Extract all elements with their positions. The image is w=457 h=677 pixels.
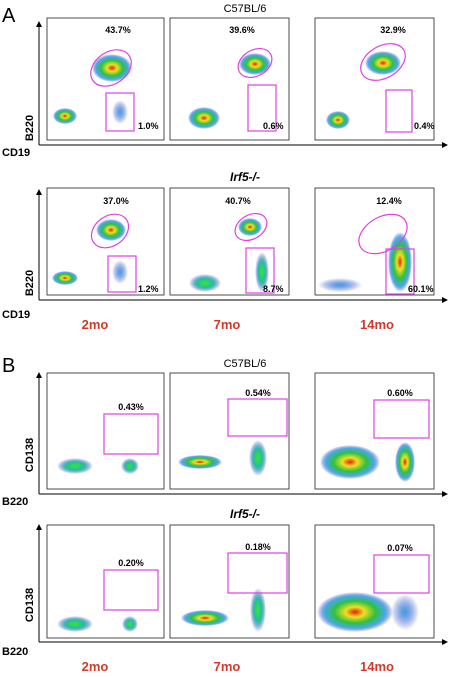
b220-lo-gate <box>385 248 415 295</box>
panel-a-timepoint-7mo: 7mo <box>214 317 241 332</box>
panel-a-timepoint-2mo: 2mo <box>82 317 109 332</box>
density-cloud <box>57 616 138 632</box>
panel-b-wt-plot-3: 0.60% <box>314 372 435 490</box>
panel-a-group-ko-title: Irf5-/- <box>230 170 260 184</box>
panel-a-wt-y-marker: B220 <box>24 115 36 141</box>
panel-a-ko-plot-1: 37.0% 1.2% <box>46 187 165 296</box>
panel-a-wt-plot-2: 39.6% 0.6% <box>169 17 290 141</box>
density-cloud <box>320 442 415 482</box>
panel-b-timepoint-14mo: 14mo <box>360 659 394 674</box>
cd138-hi-gate <box>103 413 159 455</box>
density-cloud <box>189 218 269 292</box>
cd138-hi-gate <box>227 552 288 594</box>
panel-b-wt-y-marker: CD138 <box>24 438 36 472</box>
density-cloud <box>326 51 401 129</box>
b220-hi-gate <box>234 212 268 242</box>
cd138-hi-gate <box>373 554 430 594</box>
panel-b-ko-plot-3: 0.07% <box>314 524 435 639</box>
gate-percent-top: 32.9% <box>380 25 406 35</box>
gate-percent-bottom: 60.1% <box>408 284 434 294</box>
panel-b-group-wt-title: C57BL/6 <box>224 358 267 370</box>
gate-percent-bottom: 1.0% <box>138 121 159 131</box>
density-cloud <box>53 54 132 124</box>
b220-hi-gate <box>360 43 406 81</box>
b220-lo-gate <box>247 84 277 132</box>
gate-percent-top: 40.7% <box>225 196 251 206</box>
gate-percent: 0.18% <box>245 542 271 552</box>
gate-percent-top: 12.4% <box>376 196 402 206</box>
gate-percent-bottom: 0.4% <box>414 121 435 131</box>
panel-letter-b: B <box>2 355 15 377</box>
panel-a-group-wt-title: C57BL/6 <box>224 3 267 15</box>
panel-a-wt-plot-3: 32.9% 0.4% <box>314 17 435 141</box>
gate-percent-top: 39.6% <box>229 25 255 35</box>
panel-letter-a: A <box>2 5 16 27</box>
b220-lo-gate <box>245 247 275 294</box>
panel-a-timepoint-14mo: 14mo <box>360 317 394 332</box>
panel-b-ko-plot-1: 0.20% <box>46 524 165 639</box>
cd138-hi-gate <box>227 398 288 437</box>
panel-b-ko-plot-2: 0.18% <box>169 524 290 639</box>
gate-percent-top: 43.7% <box>105 25 131 35</box>
b220-lo-gate <box>107 255 137 293</box>
panel-b-wt-x-marker: B220 <box>2 496 28 508</box>
panel-b-group-ko-title: Irf5-/- <box>230 507 260 521</box>
gate-percent: 0.54% <box>245 388 271 398</box>
panel-a-wt-plot-1: 43.7% 1.0% <box>46 17 165 141</box>
panel-a-ko-x-marker: CD19 <box>2 309 30 321</box>
cd138-hi-gate <box>103 569 159 611</box>
panel-a-ko-plot-2: 40.7% 8.7% <box>169 187 290 296</box>
cd138-hi-gate <box>373 399 430 439</box>
panel-a-ko-y-marker: B220 <box>24 270 36 296</box>
panel-b-wt-plot-1: 0.43% <box>46 372 165 490</box>
b220-lo-gate <box>105 92 135 132</box>
panel-b-ko-x-marker: B220 <box>2 646 28 658</box>
panel-b-timepoint-7mo: 7mo <box>214 659 241 674</box>
panel-b-wt-plot-2: 0.54% <box>169 372 290 490</box>
panel-a-ko-plot-3: 12.4% 60.1% <box>314 187 435 296</box>
density-cloud <box>317 592 419 632</box>
b220-hi-gate <box>90 213 130 249</box>
density-cloud <box>57 458 139 474</box>
b220-lo-gate <box>385 89 413 133</box>
panel-a-wt-x-marker: CD19 <box>2 147 30 159</box>
b220-hi-gate <box>90 49 132 87</box>
gate-percent: 0.60% <box>387 388 413 398</box>
density-cloud <box>178 440 267 476</box>
gate-percent: 0.43% <box>118 402 144 412</box>
b220-hi-gate <box>237 47 273 79</box>
gate-percent-bottom: 8.7% <box>263 284 284 294</box>
gate-percent-bottom: 1.2% <box>138 284 159 294</box>
gate-percent: 0.07% <box>387 543 413 553</box>
panel-b-timepoint-2mo: 2mo <box>82 659 109 674</box>
density-cloud <box>188 53 271 129</box>
gate-percent-top: 37.0% <box>103 196 129 206</box>
density-cloud <box>52 219 128 285</box>
panel-b-ko-y-marker: CD138 <box>24 588 36 622</box>
gate-percent-bottom: 0.6% <box>263 121 284 131</box>
gate-percent: 0.20% <box>118 558 144 568</box>
density-cloud <box>181 588 266 632</box>
